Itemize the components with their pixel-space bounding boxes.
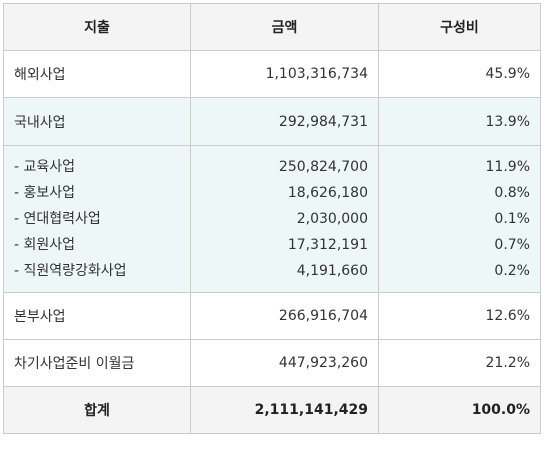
row-label: 본부사업 [3, 292, 191, 340]
row-amount: 447,923,260 [190, 339, 379, 387]
table-row-carryover: 차기사업준비 이월금 447,923,260 21.2% [3, 339, 541, 387]
subitem-ratio: 0.2% [494, 263, 530, 279]
subitem-label: - 연대협력사업 [14, 211, 101, 227]
header-amount: 금액 [190, 3, 379, 51]
subitem-amount: 4,191,660 [296, 263, 368, 279]
row-ratio: 21.2% [378, 339, 541, 387]
subitem-label: - 홍보사업 [14, 185, 76, 201]
subitem-label: - 교육사업 [14, 159, 76, 175]
table-row-total: 합계 2,111,141,429 100.0% [3, 386, 541, 434]
subitem-ratios: 11.9% 0.8% 0.1% 0.7% 0.2% [378, 145, 541, 293]
row-amount: 266,916,704 [190, 292, 379, 340]
subitem-amount: 250,824,700 [278, 159, 368, 175]
subitem-label: - 직원역량강화사업 [14, 263, 127, 279]
row-ratio: 12.6% [378, 292, 541, 340]
table-row-hq: 본부사업 266,916,704 12.6% [3, 292, 541, 340]
row-amount: 1,103,316,734 [190, 50, 379, 98]
row-amount: 292,984,731 [190, 97, 379, 146]
subitem-labels: - 교육사업 - 홍보사업 - 연대협력사업 - 회원사업 - 직원역량강화사업 [3, 145, 191, 293]
subitem-ratio: 0.1% [494, 211, 530, 227]
total-ratio: 100.0% [378, 386, 541, 434]
row-ratio: 45.9% [378, 50, 541, 98]
expense-table: 지출 금액 구성비 해외사업 1,103,316,734 45.9% 국내사업 … [3, 3, 541, 434]
subitem-amount: 2,030,000 [296, 211, 368, 227]
subitem-amounts: 250,824,700 18,626,180 2,030,000 17,312,… [190, 145, 379, 293]
subitem-amount: 18,626,180 [287, 185, 368, 201]
table-row-domestic: 국내사업 292,984,731 13.9% [3, 97, 541, 146]
row-label: 해외사업 [3, 50, 191, 98]
subitem-ratio: 0.7% [494, 237, 530, 253]
header-row: 지출 금액 구성비 [3, 3, 541, 51]
row-ratio: 13.9% [378, 97, 541, 146]
subitem-label: - 회원사업 [14, 237, 76, 253]
header-item: 지출 [3, 3, 191, 51]
subitem-amount: 17,312,191 [287, 237, 368, 253]
subitem-ratio: 11.9% [485, 159, 530, 175]
header-ratio: 구성비 [378, 3, 541, 51]
row-label: 차기사업준비 이월금 [3, 339, 191, 387]
subitem-ratio: 0.8% [494, 185, 530, 201]
table-row-overseas: 해외사업 1,103,316,734 45.9% [3, 50, 541, 98]
total-amount: 2,111,141,429 [190, 386, 379, 434]
total-label: 합계 [3, 386, 191, 434]
row-label: 국내사업 [3, 97, 191, 146]
table-row-domestic-breakdown: - 교육사업 - 홍보사업 - 연대협력사업 - 회원사업 - 직원역량강화사업… [3, 145, 541, 293]
